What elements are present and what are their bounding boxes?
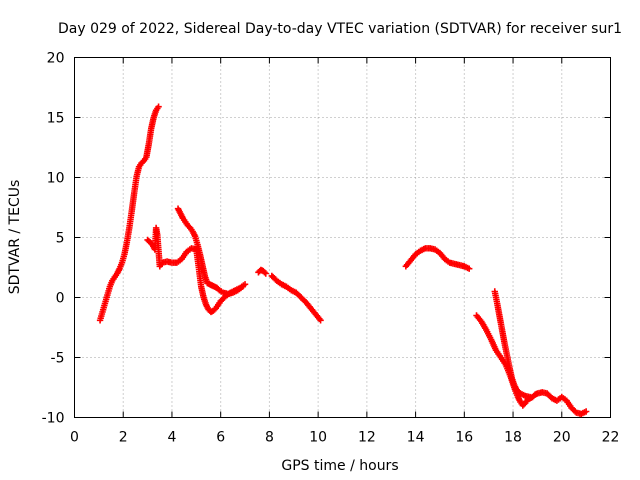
x-tick-label: 18 [504, 430, 522, 446]
x-axis-label: GPS time / hours [281, 458, 398, 474]
y-tick-label: 10 [47, 171, 65, 187]
data-point [155, 103, 162, 110]
data-point [465, 265, 473, 272]
chart-title: Day 029 of 2022, Sidereal Day-to-day VTE… [58, 21, 622, 37]
series-arc-8 [473, 312, 590, 418]
series-arc-6 [402, 245, 473, 272]
y-tick-label: 15 [47, 111, 65, 127]
x-tick-label: 6 [216, 430, 225, 446]
x-tick-label: 12 [358, 430, 376, 446]
data-point [261, 269, 268, 276]
axis-ticks [74, 57, 611, 418]
series-group [96, 103, 590, 418]
grid [74, 57, 611, 418]
y-tick-label: 20 [47, 51, 65, 67]
x-tick-label: 2 [119, 430, 128, 446]
x-tick-label: 8 [265, 430, 274, 446]
y-tick-labels: -10 -5 0 5 10 15 20 [42, 51, 65, 427]
y-tick-label: -5 [51, 351, 65, 367]
y-tick-label: 5 [56, 231, 65, 247]
series-arc-3 [174, 205, 246, 298]
data-point [582, 408, 590, 415]
x-tick-label: 0 [70, 430, 79, 446]
y-axis-label: SDTVAR / TECUs [7, 180, 23, 295]
series-arc-4 [255, 266, 269, 277]
x-tick-label: 20 [553, 430, 571, 446]
data-point [262, 270, 269, 277]
x-tick-label: 16 [455, 430, 473, 446]
x-tick-label: 4 [167, 430, 176, 446]
x-tick-label: 10 [309, 430, 327, 446]
series-arc-5 [268, 272, 324, 324]
x-tick-labels: 0 2 4 6 8 10 12 14 16 18 20 22 [70, 430, 619, 446]
data-point [317, 317, 324, 324]
data-point [239, 283, 246, 290]
y-tick-label: 0 [56, 291, 65, 307]
x-tick-label: 14 [407, 430, 425, 446]
x-tick-label: 22 [602, 430, 620, 446]
series-arc-1 [96, 103, 162, 324]
y-tick-label: -10 [42, 411, 65, 427]
